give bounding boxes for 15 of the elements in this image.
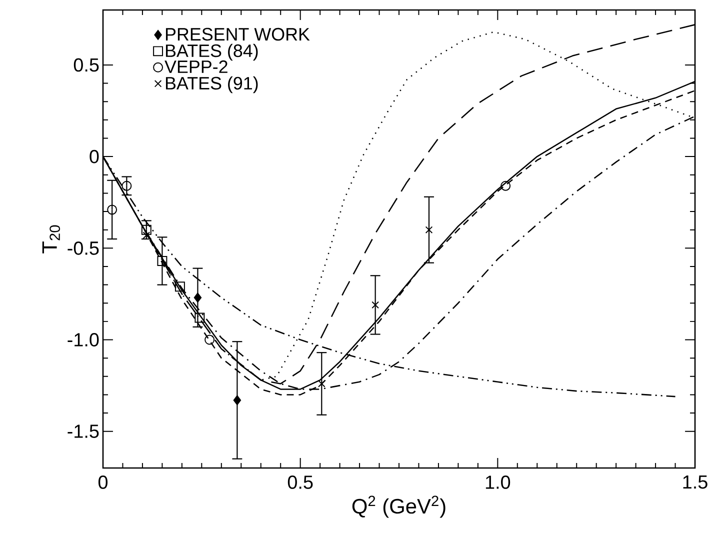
- y-tick-label: -0.5: [68, 241, 99, 255]
- y-tick-label: 0: [90, 150, 99, 164]
- x-tick-label: 1.5: [683, 476, 708, 489]
- legend-label: BATES (84): [166, 44, 258, 61]
- legend-label: BATES (91): [166, 76, 258, 94]
- legend-label: VEPP-2: [164, 60, 228, 73]
- y-tick-label: -1.0: [68, 333, 99, 346]
- x-tick-label: 0: [98, 476, 108, 489]
- x-tick-label: 1.0: [486, 476, 510, 489]
- y-axis-title: T$_{20}$: [42, 225, 60, 254]
- x-axis-title: Q$^{2}$ (GeV$^{2}$): [352, 496, 446, 518]
- x-tick-label: 0.5: [288, 476, 313, 489]
- legend-label: PRESENT WORK: [166, 28, 310, 41]
- y-tick-label: 0.5: [74, 58, 99, 72]
- y-tick-label: -1.5: [68, 424, 99, 438]
